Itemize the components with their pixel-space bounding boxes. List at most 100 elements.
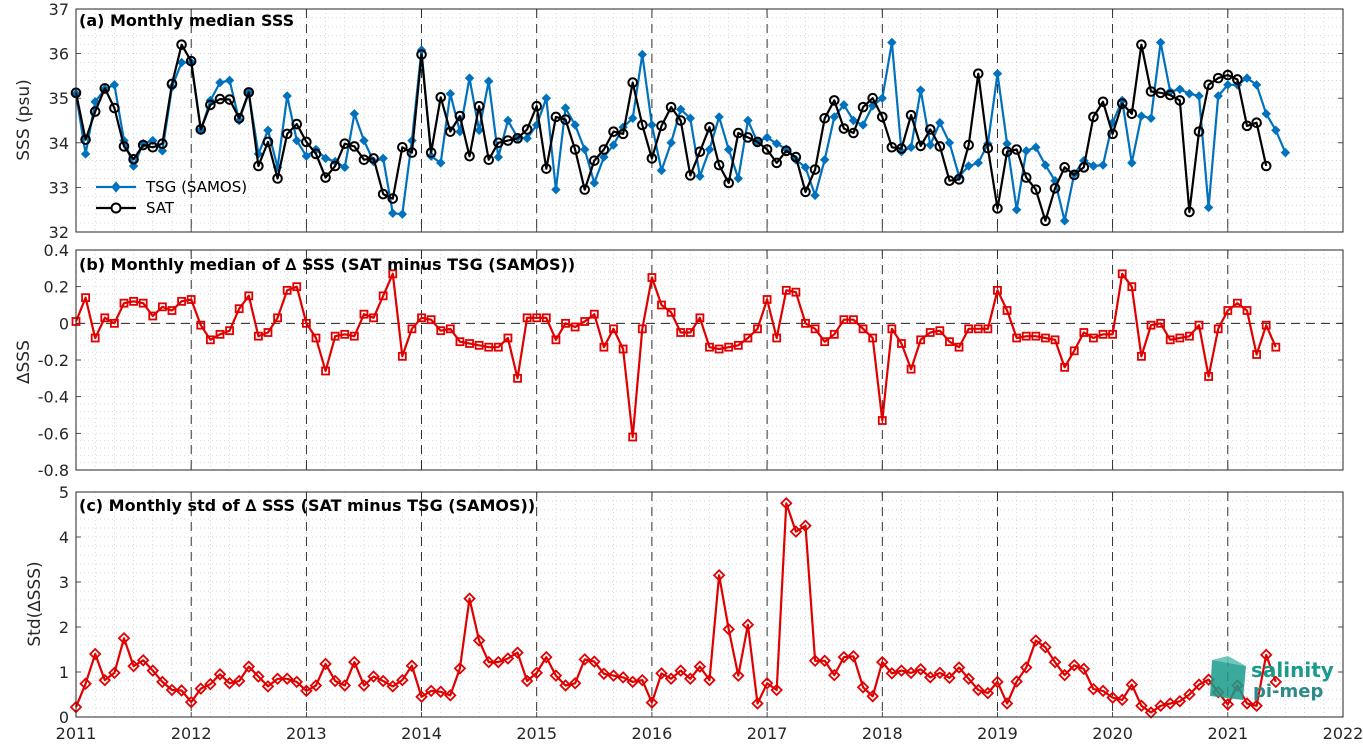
x-tick-label: 2018 — [862, 724, 903, 743]
data-point — [934, 141, 946, 152]
data-point — [617, 128, 629, 140]
data-point — [148, 311, 158, 321]
data-point — [818, 654, 831, 668]
data-point — [369, 313, 378, 323]
y-tick-label: 37 — [49, 0, 69, 19]
data-point — [157, 138, 168, 149]
data-point — [1010, 675, 1023, 688]
data-point — [376, 674, 390, 688]
data-point — [405, 659, 419, 672]
data-point — [1097, 96, 1109, 108]
data-point — [762, 295, 772, 304]
data-point — [1213, 324, 1223, 334]
data-point — [703, 673, 716, 687]
data-point — [328, 674, 342, 688]
data-point — [261, 680, 275, 693]
data-point — [1137, 351, 1146, 361]
data-point — [128, 154, 139, 165]
data-point — [561, 318, 570, 328]
data-point — [434, 685, 448, 699]
data-point — [1067, 658, 1081, 672]
data-point — [512, 133, 523, 144]
data-point — [1154, 699, 1167, 713]
data-point — [616, 671, 630, 684]
data-point — [628, 113, 638, 123]
data-point — [493, 342, 503, 352]
data-point — [637, 324, 647, 334]
data-point — [1041, 333, 1050, 343]
data-point — [609, 324, 618, 334]
data-point — [357, 679, 371, 692]
data-point — [895, 664, 908, 677]
data-point — [935, 326, 945, 336]
data-point — [176, 57, 187, 68]
data-point — [1260, 160, 1272, 172]
data-point — [599, 152, 609, 162]
data-point — [916, 335, 926, 345]
y-tick-label: 32 — [49, 223, 69, 242]
legend-sat-marker — [110, 202, 122, 214]
y-tick-label: 2 — [59, 618, 69, 637]
panel-a-ylabel: SSS (psu) — [14, 79, 34, 160]
data-point — [847, 649, 860, 663]
y-tick-label: 1 — [59, 663, 69, 682]
data-point — [445, 89, 456, 99]
data-point — [349, 141, 360, 152]
data-point — [272, 173, 283, 184]
data-point — [465, 339, 474, 348]
data-point — [1213, 91, 1223, 101]
data-point — [646, 153, 658, 164]
data-point — [1127, 158, 1137, 168]
data-point — [263, 328, 273, 337]
legend-tsg-label: TSG (SAMOS) — [145, 178, 247, 196]
data-point — [1156, 318, 1166, 328]
data-point — [165, 683, 179, 697]
data-point — [79, 677, 92, 690]
data-point — [157, 302, 167, 312]
y-tick-label: 34 — [49, 134, 69, 153]
data-point — [232, 674, 246, 688]
panel-a-series — [70, 37, 1291, 227]
data-point — [618, 344, 628, 354]
data-point — [108, 666, 121, 680]
data-point — [705, 342, 714, 352]
data-point — [310, 148, 322, 160]
data-point — [772, 333, 782, 343]
data-point — [531, 100, 543, 112]
data-point — [1088, 111, 1099, 123]
data-point — [273, 313, 282, 323]
y-tick-label: 36 — [49, 45, 69, 64]
data-point — [224, 75, 235, 86]
data-point — [425, 147, 437, 158]
data-point — [215, 77, 225, 88]
data-point — [685, 113, 696, 123]
data-point — [905, 109, 917, 121]
data-point — [945, 337, 954, 347]
data-point — [397, 351, 407, 361]
data-point — [1002, 306, 1012, 315]
data-point — [819, 112, 830, 124]
data-point — [530, 666, 543, 680]
data-point — [1184, 89, 1195, 99]
data-point — [820, 337, 830, 347]
data-point — [952, 661, 966, 674]
data-point — [923, 671, 937, 684]
data-point — [741, 618, 755, 632]
data-point — [291, 118, 303, 130]
data-point — [177, 296, 186, 306]
data-point — [1106, 691, 1119, 704]
data-point — [636, 673, 649, 687]
data-point — [695, 313, 705, 323]
data-point — [320, 172, 331, 183]
data-point — [340, 329, 350, 339]
data-point — [1021, 331, 1031, 341]
data-point — [666, 138, 676, 148]
data-point — [301, 151, 312, 161]
data-point — [808, 654, 822, 668]
data-point — [800, 162, 811, 173]
data-point — [953, 174, 965, 185]
data-point — [1280, 147, 1291, 158]
data-point — [1108, 329, 1118, 339]
data-point — [973, 324, 983, 334]
